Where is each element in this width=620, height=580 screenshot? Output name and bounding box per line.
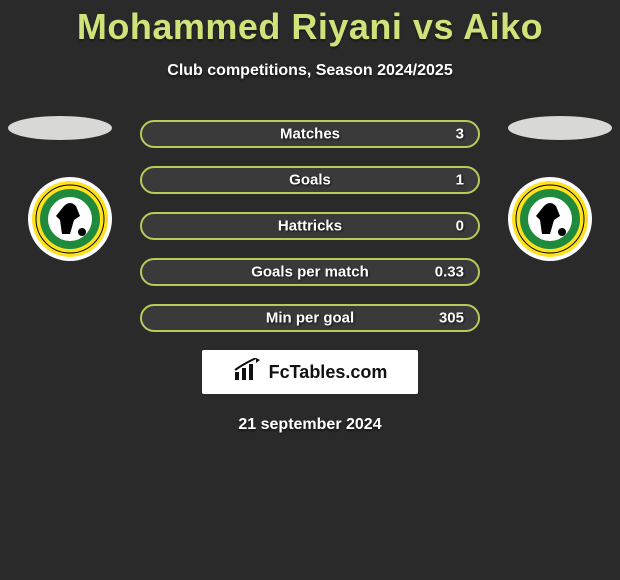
club-crest-right <box>500 176 600 262</box>
stat-value: 3 <box>456 126 464 143</box>
date-label: 21 september 2024 <box>0 416 620 434</box>
stat-value: 305 <box>439 310 464 327</box>
stat-value: 0.33 <box>435 264 464 281</box>
subtitle: Club competitions, Season 2024/2025 <box>0 62 620 80</box>
stat-value: 1 <box>456 172 464 189</box>
stat-value: 0 <box>456 218 464 235</box>
stat-label: Min per goal <box>266 310 354 327</box>
stat-label: Goals <box>289 172 331 189</box>
stat-label: Hattricks <box>278 218 342 235</box>
stat-row-goals-per-match: Goals per match 0.33 <box>140 258 480 286</box>
stat-rows: Matches 3 Goals 1 Hattricks 0 Goals per … <box>140 120 480 332</box>
club-crest-left <box>20 176 120 262</box>
stat-row-hattricks: Hattricks 0 <box>140 212 480 240</box>
player-avatar-left <box>8 116 112 140</box>
comparison-area: Matches 3 Goals 1 Hattricks 0 Goals per … <box>0 120 620 434</box>
stat-row-goals: Goals 1 <box>140 166 480 194</box>
brand-name: FcTables.com <box>269 362 388 383</box>
stat-label: Goals per match <box>251 264 369 281</box>
stat-row-matches: Matches 3 <box>140 120 480 148</box>
stat-label: Matches <box>280 126 340 143</box>
page-title: Mohammed Riyani vs Aiko <box>0 0 620 48</box>
brand-logo: FcTables.com <box>202 350 418 394</box>
stat-row-min-per-goal: Min per goal 305 <box>140 304 480 332</box>
player-avatar-right <box>508 116 612 140</box>
chart-icon <box>233 358 263 387</box>
